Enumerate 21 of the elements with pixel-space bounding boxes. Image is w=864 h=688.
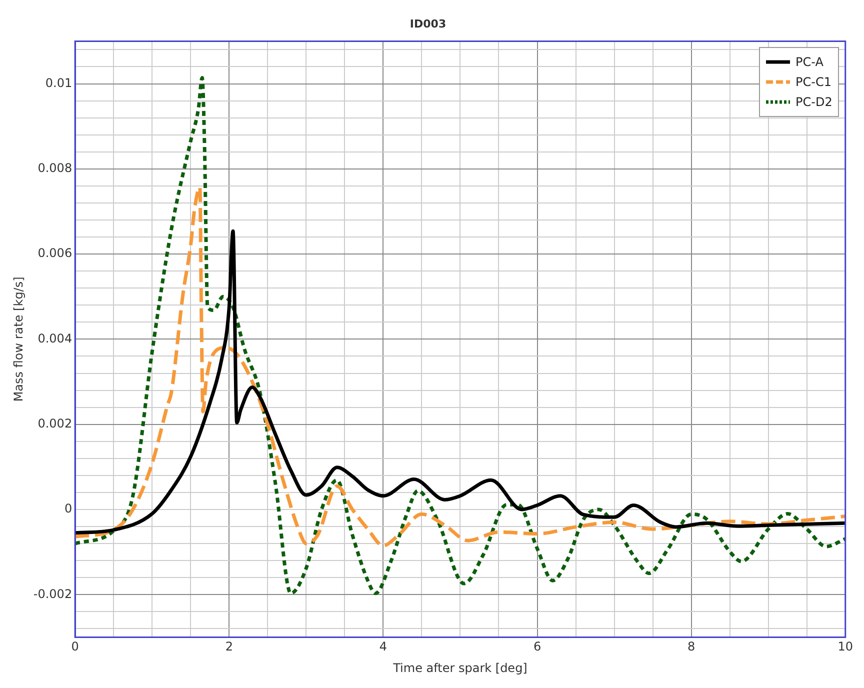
y-tick-label: -0.002 xyxy=(33,586,72,601)
x-axis-title: Time after spark [deg] xyxy=(392,660,528,675)
y-axis-title: Mass flow rate [kg/s] xyxy=(11,276,26,402)
y-tick-label: 0.002 xyxy=(38,416,72,430)
x-tick-label: 6 xyxy=(533,640,542,654)
y-tick-label: 0.006 xyxy=(38,246,72,260)
x-tick-label: 4 xyxy=(379,640,388,654)
legend-label: PC-C1 xyxy=(796,74,832,92)
legend-label: PC-D2 xyxy=(796,94,832,112)
legend-label: PC-A xyxy=(796,54,824,72)
x-tick-label: 10 xyxy=(838,640,854,654)
y-tick-label: 0 xyxy=(64,502,72,516)
y-tick-label: 0.004 xyxy=(38,331,72,346)
x-tick-label: 2 xyxy=(225,640,233,654)
line-series xyxy=(75,185,846,548)
line-series xyxy=(75,76,846,596)
x-tick-label: 8 xyxy=(687,640,696,654)
chart-title: ID003 xyxy=(410,17,446,30)
y-tick-label: 0.01 xyxy=(45,76,72,90)
y-tick-label: 0.008 xyxy=(38,161,72,176)
line-series xyxy=(75,229,846,535)
